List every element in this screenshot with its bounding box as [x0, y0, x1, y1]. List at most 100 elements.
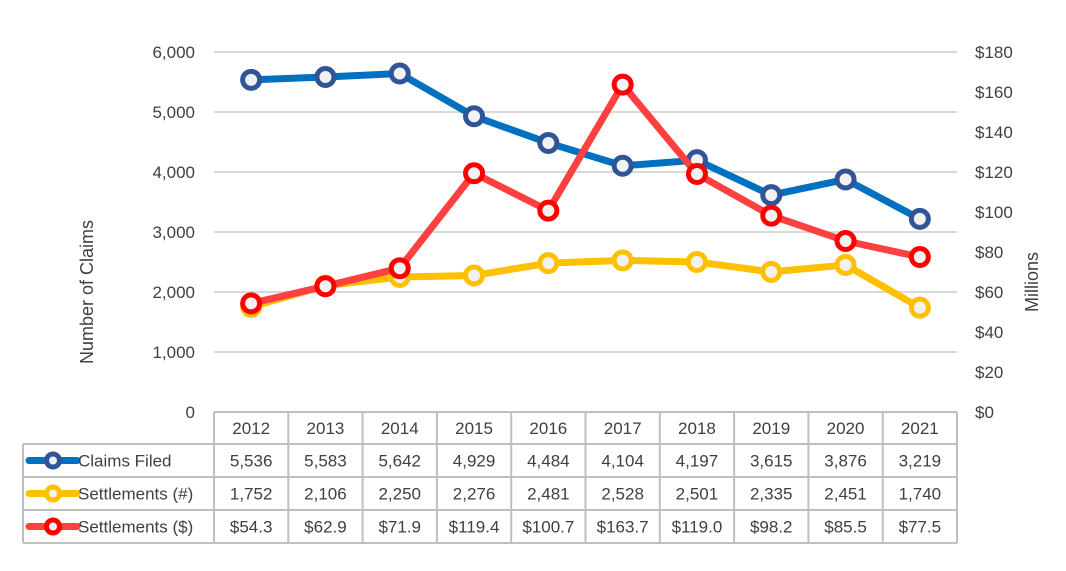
table-cell: 2,276	[453, 485, 496, 504]
table-cell: $71.9	[378, 518, 421, 537]
table-cell: 5,536	[230, 452, 273, 471]
data-point	[388, 62, 411, 85]
data-point	[314, 66, 337, 89]
series-name: Settlements ($)	[78, 518, 193, 537]
legend-marker-icon	[44, 517, 62, 536]
table-cell: 3,615	[750, 452, 793, 471]
year-header: 2017	[604, 419, 642, 438]
year-header: 2018	[678, 419, 716, 438]
year-header: 2015	[455, 419, 493, 438]
table-cell: 3,219	[899, 452, 942, 471]
table-cell: 2,501	[676, 485, 719, 504]
table-cell: 3,876	[824, 452, 867, 471]
data-point	[463, 162, 486, 185]
table-row: Settlements ($) $54.3 $62.9 $71.9 $119.4 $100…	[25, 517, 941, 537]
table-cell: 2,451	[824, 485, 867, 504]
data-point	[834, 230, 857, 252]
right-tick-label: $160	[975, 83, 1013, 102]
data-point	[834, 168, 857, 191]
year-header: 2020	[827, 419, 865, 438]
year-header: 2016	[529, 419, 567, 438]
table-cell: $119.4	[449, 518, 500, 537]
legend-marker-icon	[44, 484, 62, 503]
table-cell: 2,106	[304, 485, 347, 504]
right-tick-label: $180	[975, 43, 1013, 62]
data-point	[388, 257, 411, 280]
year-header: 2021	[901, 419, 939, 438]
year-header: 2019	[752, 419, 790, 438]
left-tick-label: 0	[186, 403, 195, 422]
data-point	[463, 105, 486, 128]
table-cell: 1,752	[230, 485, 273, 504]
series-line	[250, 256, 922, 311]
data-point	[834, 253, 857, 276]
table-cell: $85.5	[824, 518, 867, 537]
data-point	[908, 246, 931, 268]
data-point	[760, 204, 783, 227]
series-name: Claims Filed	[78, 452, 172, 471]
data-point	[611, 154, 634, 177]
table-cell: $54.3	[230, 518, 273, 537]
table-cell: 4,929	[453, 452, 496, 471]
right-tick-label: $20	[975, 363, 1003, 382]
data-point	[537, 252, 560, 275]
table-cell: 2,481	[527, 485, 570, 504]
table-cell: 4,197	[676, 452, 719, 471]
data-point	[611, 73, 634, 96]
data-point	[685, 163, 708, 185]
table-cell: 2,250	[378, 485, 421, 504]
left-axis-ticks: 0 1,000 2,000 3,000 4,000 5,000 6,000	[152, 43, 195, 422]
right-tick-label: $0	[975, 403, 994, 422]
table-cell: $100.7	[522, 518, 574, 537]
data-point	[908, 207, 931, 230]
data-point	[463, 264, 486, 287]
right-tick-label: $40	[975, 323, 1003, 342]
series-line	[250, 81, 921, 307]
left-tick-label: 5,000	[152, 103, 195, 122]
right-tick-label: $80	[975, 243, 1003, 262]
left-axis-title: Number of Claims	[77, 220, 97, 364]
table-cell: 4,104	[601, 452, 644, 471]
right-tick-label: $100	[975, 203, 1013, 222]
series-lines	[240, 62, 931, 319]
year-header: 2013	[307, 419, 345, 438]
data-point	[314, 275, 337, 298]
left-tick-label: 2,000	[152, 283, 195, 302]
data-point	[537, 131, 560, 154]
table-cell: 2,528	[601, 485, 644, 504]
year-header: 2012	[232, 419, 270, 438]
right-tick-label: $140	[975, 123, 1013, 142]
right-axis-title: Millions	[1022, 252, 1042, 312]
left-tick-label: 4,000	[152, 163, 195, 182]
table-cell: $98.2	[750, 518, 793, 537]
right-axis-ticks: $0 $20 $40 $60 $80 $100 $120 $140 $160 $180	[975, 43, 1013, 422]
legend-marker-icon	[44, 451, 62, 470]
data-point	[537, 199, 560, 222]
table-row: Claims Filed 5,536 5,583 5,642 4,929 4,484 4,1…	[25, 451, 942, 471]
data-point	[760, 260, 783, 283]
table-cell: 5,642	[378, 452, 421, 471]
table-cell: 4,484	[527, 452, 570, 471]
right-tick-label: $60	[975, 283, 1003, 302]
table-cell: $163.7	[597, 518, 649, 537]
data-point	[240, 68, 263, 91]
data-point	[760, 184, 783, 207]
left-tick-label: 1,000	[152, 343, 195, 362]
gridlines	[214, 51, 957, 353]
data-point	[611, 249, 634, 272]
table-cell: 1,740	[899, 485, 942, 504]
series-name: Settlements (#)	[78, 485, 193, 504]
year-header: 2014	[381, 419, 419, 438]
left-tick-label: 3,000	[152, 223, 195, 242]
series-2	[240, 73, 931, 315]
table-cell: $119.0	[672, 518, 723, 537]
data-point	[240, 292, 263, 315]
left-tick-label: 6,000	[152, 43, 195, 62]
data-point	[908, 296, 931, 319]
right-tick-label: $120	[975, 163, 1013, 182]
data-point	[685, 250, 708, 273]
table-cell: $62.9	[304, 518, 347, 537]
data-table: 2012 2013 2014 2015 2016 2017 2018 2019 2020 2021…	[22, 411, 958, 544]
table-row: Settlements (#) 1,752 2,106 2,250 2,276 2,481…	[25, 484, 942, 504]
